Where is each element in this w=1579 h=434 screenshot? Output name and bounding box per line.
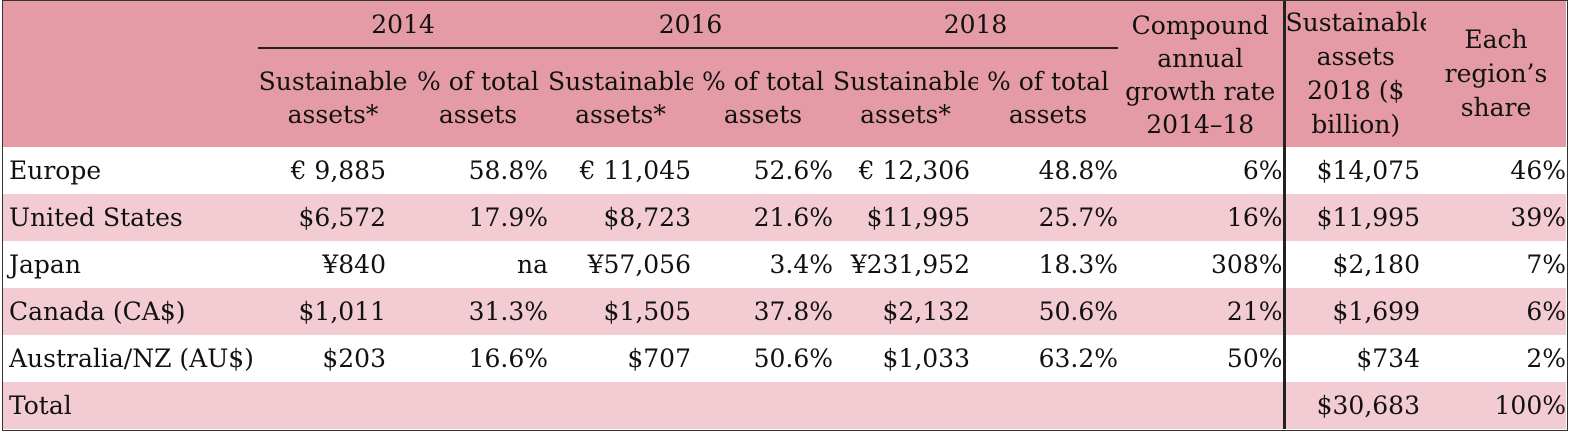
sustainable-assets-2018-cell: ¥231,952 [850, 250, 970, 279]
empty-cell [1118, 382, 1286, 429]
pct-total-2018-header: % of total assets [987, 67, 1109, 129]
year-2016-header: 2016 [548, 1, 833, 49]
total-label-cell: Total [9, 391, 72, 420]
pct-total-2016-cell: 50.6% [753, 344, 833, 373]
cagr-cell: 308% [1118, 241, 1286, 288]
cagr-cell: 6% [1118, 147, 1286, 194]
pct-total-2014-cell: 16.6% [468, 344, 548, 373]
region-share-header: Each region’s share [1444, 25, 1548, 122]
sustainable-assets-2018-cell: $11,995 [866, 203, 970, 232]
pct-total-2014-cell: 17.9% [468, 203, 548, 232]
sustainable-assets-2018-cell: € 12,306 [858, 156, 970, 185]
table-row: Japan ¥840 na ¥57,056 3.4% ¥231,952 18.3… [3, 241, 1566, 288]
pct-total-2016-cell: 52.6% [753, 156, 833, 185]
sustainable-assets-2016-cell: $8,723 [603, 203, 691, 232]
cagr-cell: 50% [1118, 335, 1286, 382]
region-cell: Japan [9, 250, 81, 279]
table-body: Europe € 9,885 58.8% € 11,045 52.6% € 12… [3, 147, 1566, 429]
table-row: Australia/NZ (AU$) $203 16.6% $707 50.6%… [3, 335, 1566, 382]
year-2016-label: 2016 [658, 10, 723, 39]
sustainable-assets-2018-header: Sustainable assets* [833, 67, 978, 129]
region-share-cell: 39% [1510, 203, 1566, 232]
year-2014-header: 2014 [258, 1, 548, 49]
pct-total-2016-cell: 21.6% [753, 203, 833, 232]
sustainable-assets-2018-cell: $1,033 [882, 344, 970, 373]
cagr-cell: 21% [1118, 288, 1286, 335]
sustainable-assets-2018-cell: $2,132 [882, 297, 970, 326]
sustainable-assets-2014-cell: $6,572 [298, 203, 386, 232]
table-row: United States $6,572 17.9% $8,723 21.6% … [3, 194, 1566, 241]
sustainable-assets-2018-usd-cell: $2,180 [1332, 250, 1420, 279]
pct-total-2014-header: % of total assets [417, 67, 539, 129]
table-row: Europe € 9,885 58.8% € 11,045 52.6% € 12… [3, 147, 1566, 194]
total-share-cell: 100% [1494, 391, 1566, 420]
cagr-header: Compound annual growth rate 2014–18 [1118, 1, 1286, 147]
total-row: Total $30,683 100% [3, 382, 1566, 429]
region-cell: United States [9, 203, 183, 232]
region-cell: Europe [9, 156, 102, 185]
year-rule [258, 47, 548, 49]
pct-total-2018-cell: 18.3% [1038, 250, 1118, 279]
empty-cell [978, 382, 1118, 429]
pct-total-2016-cell: 3.4% [769, 250, 833, 279]
sustainable-assets-2014-header: Sustainable assets* [258, 67, 408, 129]
empty-cell [258, 382, 408, 429]
table-header: 2014 2016 2018 Compound annual growth ra… [3, 1, 1566, 147]
sustainable-assets-2016-cell: ¥57,056 [587, 250, 691, 279]
empty-cell [548, 382, 693, 429]
year-2018-header: 2018 [833, 1, 1118, 49]
sustainable-assets-2014-cell: € 9,885 [290, 156, 386, 185]
total-usd-cell: $30,683 [1316, 391, 1420, 420]
year-2014-label: 2014 [371, 10, 435, 39]
sustainable-assets-2014-cell: ¥840 [322, 250, 386, 279]
pct-total-2018-cell: 50.6% [1038, 297, 1118, 326]
cagr-cell: 16% [1118, 194, 1286, 241]
sustainable-assets-2014-cell: $1,011 [298, 297, 386, 326]
sustainable-assets-2018-usd-header: Sustainable assets 2018 ($ billion) [1285, 8, 1427, 139]
pct-total-2014-cell: 31.3% [468, 297, 548, 326]
pct-total-2016-cell: 37.8% [753, 297, 833, 326]
pct-total-2018-cell: 48.8% [1038, 156, 1118, 185]
region-cell: Canada (CA$) [9, 297, 186, 326]
region-header-cell [3, 1, 258, 147]
region-share-cell: 2% [1526, 344, 1566, 373]
region-cell: Australia/NZ (AU$) [9, 344, 254, 373]
pct-total-2014-cell: na [516, 250, 548, 279]
pct-total-2018-cell: 63.2% [1038, 344, 1118, 373]
region-share-cell: 46% [1510, 156, 1566, 185]
pct-total-2014-cell: 58.8% [468, 156, 548, 185]
pct-total-2016-header: % of total assets [702, 67, 824, 129]
year-2018-label: 2018 [943, 10, 1008, 39]
sustainable-assets-2018-usd-cell: $734 [1356, 344, 1420, 373]
sustainable-assets-2014-cell: $203 [322, 344, 386, 373]
sustainable-assets-2018-usd-cell: $1,699 [1332, 297, 1420, 326]
year-rule [548, 47, 833, 49]
sustainable-assets-2016-cell: $1,505 [603, 297, 691, 326]
empty-cell [693, 382, 833, 429]
sustainable-assets-2018-usd-cell: $14,075 [1316, 156, 1420, 185]
year-rule [833, 47, 1118, 49]
region-share-cell: 7% [1526, 250, 1566, 279]
sustainable-assets-2016-header: Sustainable assets* [548, 67, 693, 129]
sustainable-assets-2016-cell: $707 [627, 344, 691, 373]
empty-cell [408, 382, 548, 429]
region-share-cell: 6% [1526, 297, 1566, 326]
sustainable-assets-2018-usd-cell: $11,995 [1316, 203, 1420, 232]
pct-total-2018-cell: 25.7% [1038, 203, 1118, 232]
empty-cell [833, 382, 978, 429]
table-row: Canada (CA$) $1,011 31.3% $1,505 37.8% $… [3, 288, 1566, 335]
sustainable-assets-2016-cell: € 11,045 [579, 156, 691, 185]
